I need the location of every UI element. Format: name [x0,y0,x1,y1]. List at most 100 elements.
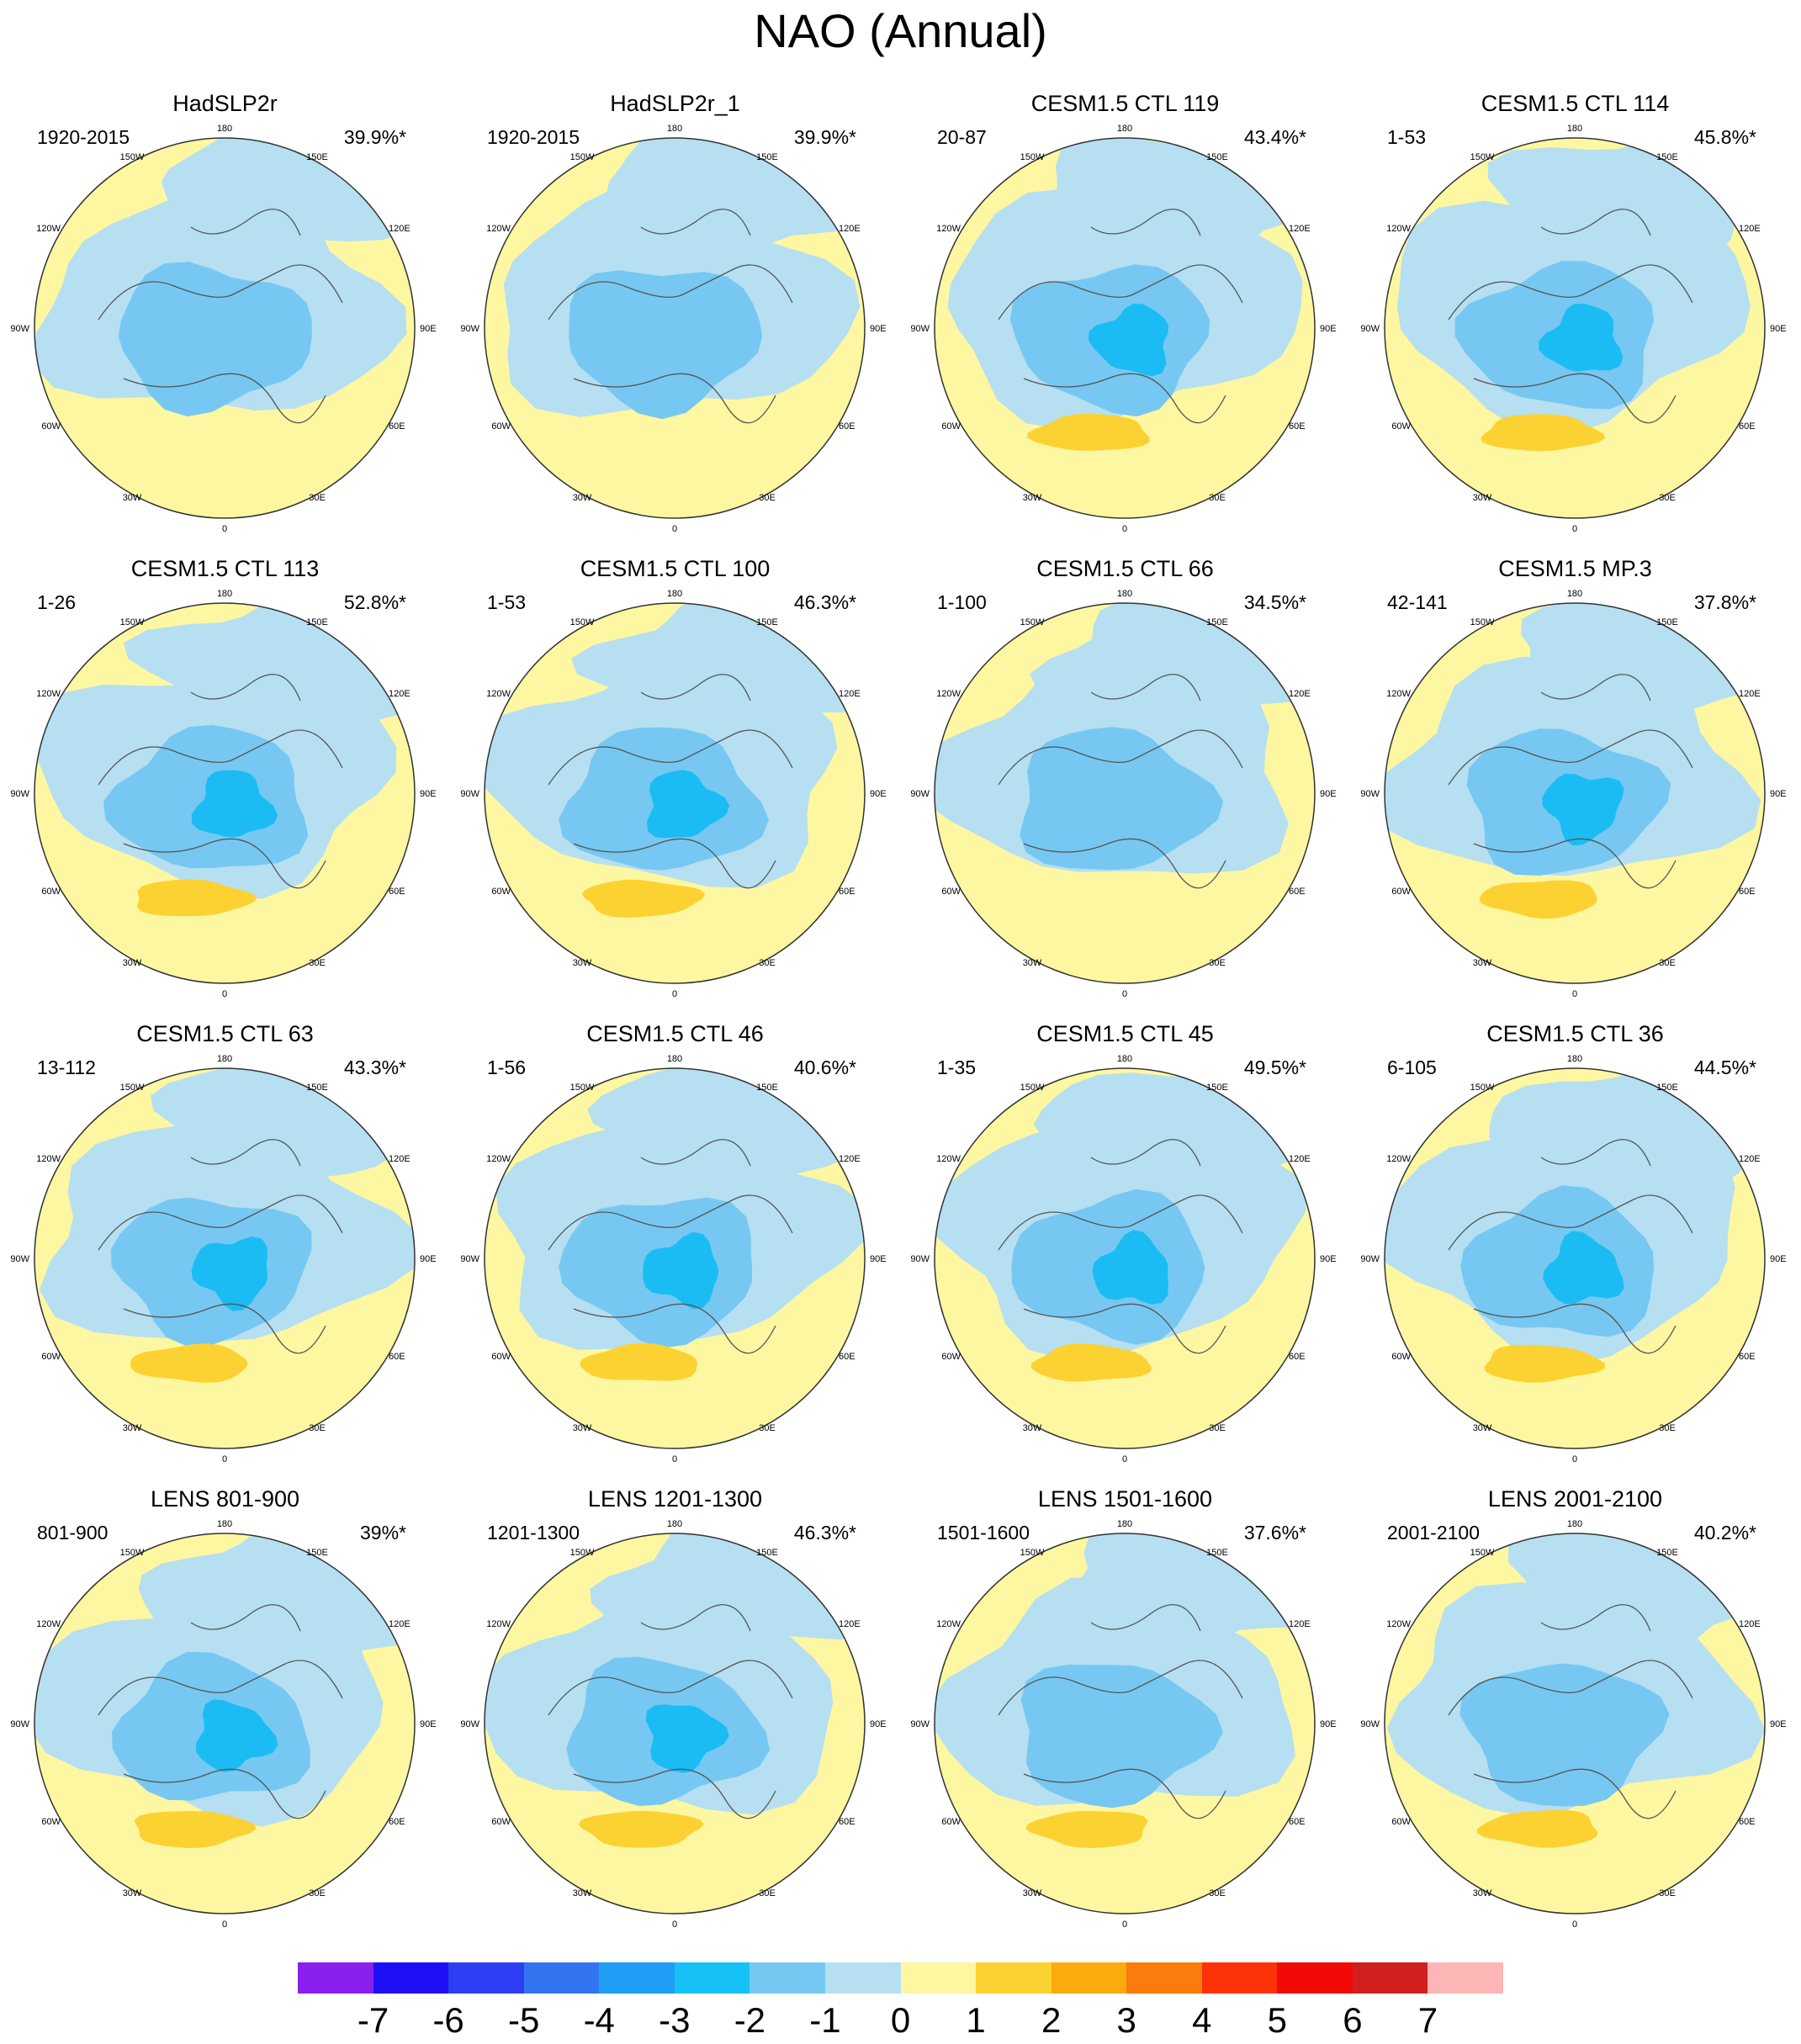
contour-negative-3 [645,1704,729,1773]
longitude-label: 60E [1739,1352,1756,1362]
panel-variance: 40.6%* [793,1056,856,1078]
panel-title: LENS 2001-2100 [1487,1486,1663,1512]
colorbar-tick-label: -7 [357,2000,389,2040]
colorbar-tick-label: 6 [1343,2000,1363,2040]
longitude-label: 60W [1391,1817,1411,1827]
map-border [1384,1533,1766,1914]
longitude-label: 30E [1659,958,1676,968]
polar-map: 180 0 90W 90E 150W 120W 150E 120E 60W 30W 60E 30E [460,1054,886,1464]
colorbar-cell [1428,1962,1503,1994]
longitude-label: 120E [1739,1154,1761,1164]
longitude-label: 60W [941,887,961,897]
longitude-label: 0 [1572,1920,1577,1930]
longitude-label: 90E [1320,789,1337,799]
longitude-label: 120W [486,689,511,699]
longitude-label: 120E [839,1154,861,1164]
longitude-label: 90E [870,324,887,334]
longitude-label: 120W [486,224,511,234]
longitude-label: 120W [486,1154,511,1164]
longitude-label: 60E [1289,1352,1306,1362]
colorbar-tick-label: 7 [1417,2000,1438,2040]
map-panel: 180 0 90W 90E 150W 120W 150E 120E 60W 30W 60E 30E CE… [450,1014,900,1481]
longitude-label: 120E [389,224,411,234]
longitude-label: 0 [672,1920,677,1930]
panel-title: HadSLP2r [172,91,278,116]
map-panel: 180 0 90W 90E 150W 120W 150E 120E 60W 30W 60E 30E CE… [450,549,900,1016]
panel-title: LENS 1201-1300 [587,1486,763,1512]
map-panel: 180 0 90W 90E 150W 120W 150E 120E 60W 30W 60E 30E CE… [1350,549,1800,1016]
panel-title: LENS 1501-1600 [1037,1486,1213,1512]
map-border [34,1067,416,1449]
longitude-label: 120E [389,689,411,699]
colorbar-tick-label: -2 [734,2000,766,2040]
contour-negative-3 [195,1699,278,1772]
longitude-label: 150E [756,152,778,162]
contour-negative-3 [1539,303,1624,372]
panel-variance: 46.3%* [793,591,856,613]
panel-years: 6-105 [1387,1056,1437,1078]
coastlines [1448,1604,1693,1819]
colorbar-cell [824,1962,901,1994]
longitude-label: 120E [1289,224,1311,234]
longitude-label: 180 [1117,1519,1132,1529]
longitude-label: 120W [486,1619,511,1629]
panel-title: CESM1.5 CTL 100 [580,556,771,581]
longitude-label: 150E [1206,617,1228,627]
longitude-label: 90E [870,1719,887,1729]
longitude-label: 120W [936,1154,961,1164]
panel-years: 1-56 [487,1056,527,1078]
longitude-label: 120E [839,689,861,699]
longitude-label: 0 [672,989,677,999]
longitude-label: 30W [1023,1423,1042,1433]
contour-negative-3 [1089,304,1169,377]
map-border [484,1533,866,1914]
colorbar-cell [976,1962,1051,1994]
longitude-label: 180 [217,1054,232,1064]
panel-variance: 43.3%* [343,1056,406,1078]
map-panel: 180 0 90W 90E 150W 120W 150E 120E 60W 30W 60E 30E Ha… [0,84,450,551]
longitude-label: 90E [1770,1254,1787,1264]
contour-negative-3 [1542,773,1624,846]
longitude-label: 120W [36,1154,61,1164]
longitude-label: 90E [420,1254,437,1264]
longitude-label: 180 [667,124,682,134]
contour-negative-2 [118,262,312,417]
longitude-label: 60W [491,1817,511,1827]
contour-positive-2 [580,1342,697,1381]
panel-years: 1-100 [937,591,987,613]
map-panel: 180 0 90W 90E 150W 120W 150E 120E 60W 30W 60E 30E CE… [900,549,1350,1016]
colorbar-tick-label: 5 [1267,2000,1287,2040]
longitude-label: 60E [1289,887,1306,897]
contour-negative-1 [150,1068,415,1188]
colorbar-tick-label: 2 [1041,2000,1062,2040]
colorbar-tick-label: 3 [1116,2000,1136,2040]
map-border [1384,137,1766,519]
longitude-label: 60E [1289,421,1306,432]
longitude-label: 60W [1391,1352,1411,1362]
colorbar-tick-label: 0 [890,2000,911,2040]
panel-title: LENS 801-900 [150,1486,300,1512]
longitude-label: 30E [1659,493,1676,503]
longitude-label: 180 [217,124,232,134]
polar-map: 180 0 90W 90E 150W 120W 150E 120E 60W 30W 60E 30E [10,124,436,534]
longitude-label: 180 [1567,1519,1582,1529]
longitude-label: 150W [570,617,595,627]
longitude-label: 150E [1656,152,1678,162]
panel-years: 2001-2100 [1387,1522,1480,1544]
longitude-label: 30W [1473,958,1492,968]
panel-years: 42-141 [1387,591,1448,613]
figure-title: NAO (Annual) [754,4,1047,57]
longitude-label: 0 [1122,524,1127,534]
longitude-label: 60E [389,1352,405,1362]
polar-map: 180 0 90W 90E 150W 120W 150E 120E 60W 30W 60E 30E [910,1519,1336,1930]
panel-years: 1-35 [937,1056,977,1078]
longitude-label: 120W [936,689,961,699]
longitude-label: 60E [389,1817,405,1827]
panel-variance: 37.6%* [1243,1522,1306,1544]
longitude-label: 30W [123,958,142,968]
longitude-label: 30W [573,1888,592,1898]
contour-negative-3 [1092,1230,1168,1305]
longitude-label: 0 [1122,989,1127,999]
contour-positive-2 [1030,1343,1152,1382]
polar-map: 180 0 90W 90E 150W 120W 150E 120E 60W 30W 60E 30E [460,589,886,999]
